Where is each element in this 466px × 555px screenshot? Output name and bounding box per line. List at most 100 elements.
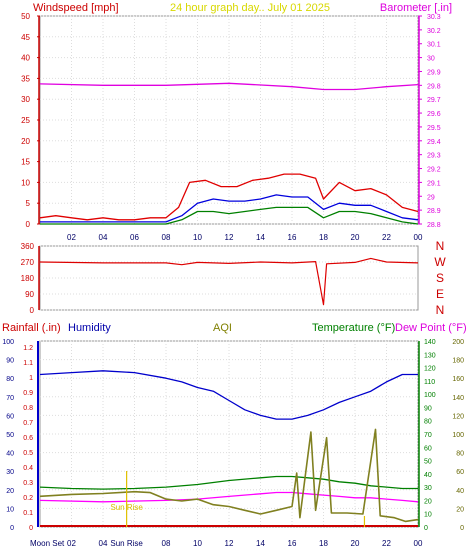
windspeed-tick-label: 0	[26, 220, 31, 229]
windspeed-tick-label: 5	[26, 199, 31, 208]
rainfall-tick-label: 0.1	[23, 510, 33, 517]
temperature-tick-label: 70	[424, 432, 432, 439]
barometer-axis-label: Barometer [.in]	[380, 2, 452, 14]
top-x-tick-label: 00	[414, 233, 423, 242]
direction-tick-label: 270	[21, 258, 35, 267]
top-x-tick-label: 22	[382, 233, 391, 242]
rainfall-tick-label: 0.9	[23, 390, 33, 397]
temperature-axis-label: Temperature (°F)	[312, 322, 395, 334]
wind-direction-line	[39, 257, 419, 306]
barometer-tick-label: 29.3	[427, 153, 441, 160]
aqi-tick-label: 80	[456, 451, 464, 458]
rainfall-tick-label: 1.2	[23, 345, 33, 352]
bottom-x-tick-label: 16	[288, 539, 297, 548]
bottom-x-tick-label: 02	[67, 539, 76, 548]
humidity-tick-label: 80	[6, 376, 14, 383]
barometer-tick-label: 30.1	[427, 42, 441, 49]
compass-label: E	[436, 287, 444, 301]
bottom-x-tick-label: 18	[319, 539, 328, 548]
bottom-x-tick-label: Moon Set	[30, 539, 65, 548]
temperature-tick-label: 40	[424, 472, 432, 479]
barometer-tick-label: 30	[427, 56, 435, 63]
top-x-tick-label: 02	[67, 233, 76, 242]
barometer-tick-label: 28.9	[427, 208, 441, 215]
aqi-tick-label: 100	[452, 432, 464, 439]
windspeed-tick-label: 40	[21, 54, 30, 63]
aqi-tick-label: 120	[452, 413, 464, 420]
wind-gust-line	[39, 173, 419, 221]
top-x-tick-label: 12	[225, 233, 234, 242]
temperature-tick-label: 30	[424, 485, 432, 492]
rainfall-tick-label: 0.8	[23, 405, 33, 412]
bottom-x-tick-label: 08	[162, 539, 171, 548]
temperature-line	[39, 475, 418, 490]
temperature-tick-label: 100	[424, 392, 436, 399]
temperature-tick-label: 80	[424, 419, 432, 426]
humidity-axis-label: Humidity	[68, 322, 111, 334]
aqi-tick-label: 140	[452, 395, 464, 402]
top-x-tick-label: 18	[319, 233, 328, 242]
windspeed-tick-label: 10	[21, 178, 30, 187]
top-x-tick-label: 04	[99, 233, 108, 242]
humidity-tick-label: 50	[6, 432, 14, 439]
compass-label: N	[436, 239, 445, 253]
humidity-tick-label: 30	[6, 469, 14, 476]
barometer-tick-label: 29	[427, 194, 435, 201]
aqi-tick-label: 160	[452, 376, 464, 383]
chart-title: 24 hour graph day.. July 01 2025	[170, 2, 330, 14]
windspeed-tick-label: 45	[21, 33, 30, 42]
rainfall-tick-label: 0.2	[23, 495, 33, 502]
rainfall-tick-label: 0.5	[23, 450, 33, 457]
compass-label: S	[436, 271, 444, 285]
direction-tick-label: 360	[21, 242, 35, 251]
windspeed-tick-label: 30	[21, 95, 30, 104]
top-x-tick-label: 16	[288, 233, 297, 242]
aqi-line	[39, 428, 419, 523]
windspeed-tick-label: 15	[21, 158, 30, 167]
direction-tick-label: 0	[30, 306, 35, 315]
barometer-tick-label: 30.3	[427, 14, 441, 21]
bottom-x-tick-label: 10	[193, 539, 202, 548]
bottom-x-tick-label: 04	[99, 539, 108, 548]
aqi-tick-label: 0	[460, 525, 464, 532]
dewpoint-axis-label: Dew Point (°F)	[395, 322, 466, 334]
aqi-axis-label: AQI	[213, 322, 232, 334]
humidity-tick-label: 60	[6, 413, 14, 420]
top-x-tick-label: 20	[351, 233, 360, 242]
humidity-tick-label: 10	[6, 506, 14, 513]
barometer-tick-label: 29.1	[427, 180, 441, 187]
rainfall-tick-label: 0	[29, 525, 33, 532]
aqi-tick-label: 180	[452, 358, 464, 365]
direction-tick-label: 90	[25, 290, 34, 299]
windspeed-tick-label: 50	[21, 12, 30, 21]
humidity-tick-label: 90	[6, 358, 14, 365]
barometer-tick-label: 29.6	[427, 111, 441, 118]
bottom-x-tick-label: 22	[382, 539, 391, 548]
aqi-tick-label: 20	[456, 506, 464, 513]
windspeed-tick-label: 25	[21, 116, 30, 125]
humidity-tick-label: 0	[10, 525, 14, 532]
bottom-x-tick-label: Sun Rise	[110, 539, 143, 548]
rainfall-tick-label: 0.3	[23, 480, 33, 487]
barometer-line	[39, 82, 419, 91]
direction-tick-label: 180	[21, 274, 35, 283]
compass-label: W	[434, 255, 446, 269]
temperature-tick-label: 50	[424, 459, 432, 466]
humidity-tick-label: 20	[6, 488, 14, 495]
rainfall-tick-label: 1	[29, 375, 33, 382]
windspeed-tick-label: 20	[21, 137, 30, 146]
barometer-tick-label: 29.4	[427, 139, 441, 146]
humidity-tick-label: 40	[6, 451, 14, 458]
humidity-line	[39, 370, 418, 420]
rainfall-tick-label: 0.6	[23, 435, 33, 442]
bottom-x-tick-label: 20	[351, 539, 360, 548]
temperature-tick-label: 90	[424, 405, 432, 412]
humidity-tick-label: 100	[2, 339, 14, 346]
bottom-x-tick-label: 14	[256, 539, 265, 548]
rainfall-tick-label: 1.1	[23, 360, 33, 367]
barometer-tick-label: 30.2	[427, 28, 441, 35]
temperature-tick-label: 10	[424, 512, 432, 519]
wind-min-line	[40, 206, 419, 225]
